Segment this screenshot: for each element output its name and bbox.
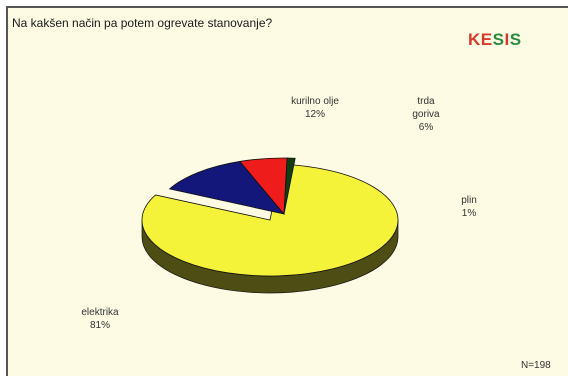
label-trda-goriva-name1: trda xyxy=(417,96,435,107)
chart-title: Na kakšen način pa potem ogrevate stanov… xyxy=(12,16,273,30)
label-elektrika: elektrika 81% xyxy=(65,306,135,332)
label-trda-goriva-value: 6% xyxy=(418,122,434,133)
label-plin: plin 1% xyxy=(449,194,489,220)
label-elektrika-value: 81% xyxy=(89,320,110,331)
label-trda-goriva: trda goriva 6% xyxy=(401,95,451,134)
slice-plin xyxy=(283,157,296,215)
slice-elektrika xyxy=(141,163,399,277)
label-kurilno-olje: kurilno olje 12% xyxy=(280,95,350,121)
label-trda-goriva-name2: goriva xyxy=(412,109,440,120)
label-plin-value: 1% xyxy=(461,208,477,219)
sample-size: N=198 xyxy=(521,360,551,371)
label-kurilno-olje-value: 12% xyxy=(304,109,325,120)
label-kurilno-olje-name: kurilno olje xyxy=(291,96,339,107)
label-elektrika-name: elektrika xyxy=(81,307,119,318)
slice-kurilno-olje xyxy=(168,161,286,215)
label-plin-name: plin xyxy=(461,195,477,206)
kess-logo: KESIS xyxy=(468,30,522,49)
